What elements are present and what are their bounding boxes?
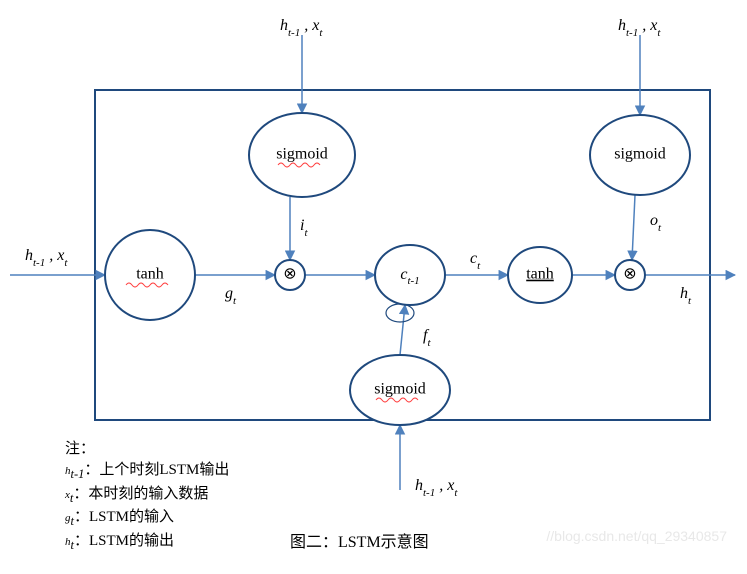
node-label-mult_it: ⊗ bbox=[283, 266, 296, 283]
caption: 图二：LSTM示意图 bbox=[290, 528, 429, 552]
edge-label: ht-1 , xt bbox=[415, 477, 458, 499]
legend: 注： ht-1：上个时刻LSTM输出xt：本时刻的输入数据gt：LSTM的输入h… bbox=[65, 439, 229, 554]
edge bbox=[632, 195, 635, 260]
node-label-tanh_left: tanh bbox=[136, 266, 164, 283]
node-label-tanh_right: tanh bbox=[526, 266, 554, 283]
node-label-sigmoid_top: sigmoid bbox=[276, 146, 328, 163]
legend-row: ht-1：上个时刻LSTM输出 bbox=[65, 460, 229, 484]
self-loop bbox=[386, 304, 414, 322]
edge-label: it bbox=[300, 217, 308, 239]
edge-label: gt bbox=[225, 285, 237, 307]
legend-title: 注： bbox=[65, 439, 229, 460]
edge-label: ht-1 , xt bbox=[25, 247, 68, 269]
edge-label: ct bbox=[470, 250, 481, 272]
legend-row: xt：本时刻的输入数据 bbox=[65, 484, 229, 508]
edge-label: ft bbox=[423, 327, 431, 349]
edge bbox=[400, 305, 405, 355]
watermark: //blog.csdn.net/qq_29340857 bbox=[546, 528, 727, 544]
edge-label: ht bbox=[680, 285, 692, 307]
node-label-mult_ot: ⊗ bbox=[623, 266, 636, 283]
legend-row: gt：LSTM的输入 bbox=[65, 507, 229, 531]
node-label-sigmoid_right: sigmoid bbox=[614, 146, 666, 163]
legend-row: ht：LSTM的输出 bbox=[65, 531, 229, 555]
node-label-sigmoid_bot: sigmoid bbox=[374, 381, 426, 398]
edge-label: ot bbox=[650, 212, 662, 234]
